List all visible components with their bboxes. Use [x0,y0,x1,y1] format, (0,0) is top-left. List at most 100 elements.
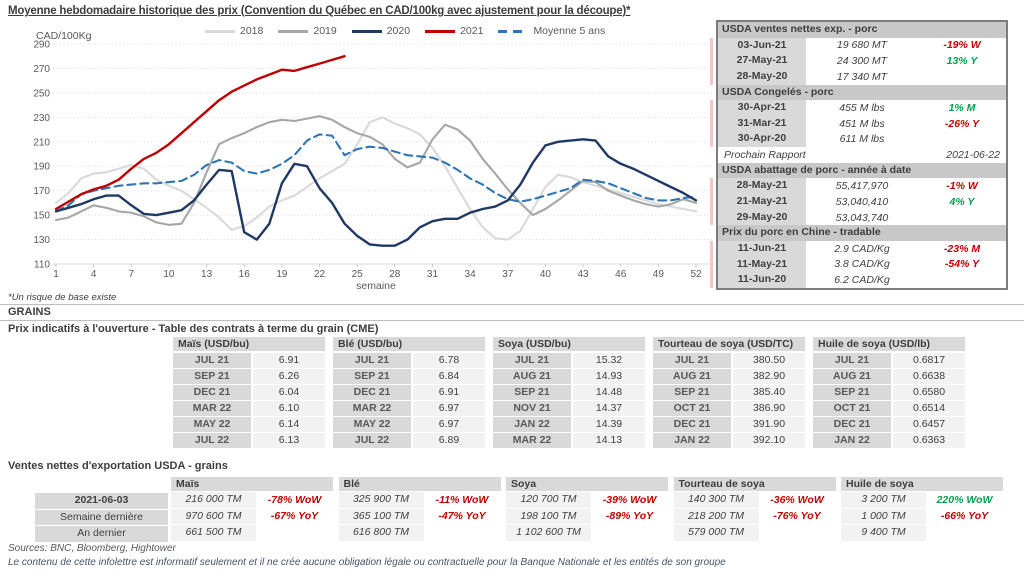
row-date: 28-May-20 [718,68,806,85]
futures-group-header: Huile de soya (USD/lb) [813,337,965,351]
series-line-2021 [54,55,346,211]
futures-row: JUL 21 6.78 [333,353,485,368]
contract-month: JUL 21 [813,353,891,368]
contract-price: 6.13 [253,433,325,448]
export-value: 365 100 TM [338,508,424,524]
row-date: 30-Apr-21 [718,100,806,116]
row-value: 2.9 CAD/Kg [834,242,890,255]
x-tick-label: 28 [389,269,401,280]
row-value: 53,040,410 [835,195,889,208]
x-tick-label: 52 [690,269,702,280]
export-value: 1 102 600 TM [506,525,591,541]
export-value: 140 300 TM [673,492,759,508]
row-change: -19% W [943,39,981,52]
contract-price: 6.89 [413,433,485,448]
contract-month: MAY 22 [173,417,251,432]
export-group: Blé 325 900 TM -11% WoW 365 100 TM -47% YoY 6… [338,477,501,543]
contract-month: MAR 22 [333,401,411,416]
x-tick-label: 40 [540,269,552,280]
contract-price: 15.32 [573,353,645,368]
contract-month: AUG 21 [493,369,571,384]
futures-row: JAN 22 14.39 [493,417,645,432]
contract-price: 0.6457 [893,417,965,432]
export-data-row: 216 000 TM -78% WoW [171,492,333,508]
x-axis-label: semaine [356,280,396,292]
futures-row: OCT 21 386.90 [653,401,805,416]
contract-price: 6.97 [413,401,485,416]
futures-row: OCT 21 0.6514 [813,401,965,416]
x-tick-label: 19 [276,269,288,280]
contract-month: SEP 21 [333,369,411,384]
contract-month: AUG 21 [813,369,891,384]
row-change: -54% Y [944,258,980,271]
row-value: 24 300 MT [836,55,888,68]
contract-price: 6.10 [253,401,325,416]
y-tick-label: 270 [33,64,50,75]
y-tick-label: 210 [33,137,50,148]
panel-data-row: 30-Apr-20 611 M lbs [710,131,1006,148]
futures-group: Soya (USD/bu) JUL 21 15.32 AUG 21 14.93 SEP 2… [493,337,645,449]
row-value: 6.2 CAD/Kg [834,274,890,287]
futures-row: DEC 21 6.91 [333,385,485,400]
contract-price: 0.6638 [893,369,965,384]
row-value: 19 680 MT [836,39,888,52]
contract-month: MAR 22 [493,433,571,448]
futures-row: MAY 22 6.14 [173,417,325,432]
export-data-row: 661 500 TM [171,525,333,541]
futures-row: DEC 21 6.04 [173,385,325,400]
usda-pork-panel: USDA ventes nettes exp. - porc 03-Jun-21 1… [710,20,1008,290]
contract-month: JAN 22 [653,433,731,448]
export-value: 661 500 TM [171,525,256,541]
y-tick-label: 110 [34,260,50,271]
futures-row: AUG 21 0.6638 [813,369,965,384]
horizontal-rule [0,320,1024,321]
contract-price: 392.10 [733,433,805,448]
sources-line: Sources: BNC, Bloomberg, Hightower [8,543,176,554]
chart-legend: 2018 2019 2020 2021 Moyenne 5 ans [205,25,605,37]
grains-section-heading: GRAINS [8,306,51,318]
contract-price: 0.6817 [893,353,965,368]
x-tick-label: 22 [314,269,326,280]
futures-row: JUL 21 380.50 [653,353,805,368]
contract-price: 6.04 [253,385,325,400]
contract-price: 6.14 [253,417,325,432]
futures-row: MAR 22 14.13 [493,433,645,448]
futures-group-header: Tourteau de soya (USD/TC) [653,337,805,351]
panel-data-row: 27-May-21 24 300 MT 13% Y [710,53,1006,69]
futures-row: MAR 22 6.10 [173,401,325,416]
contract-price: 14.93 [573,369,645,384]
contract-month: JAN 22 [493,417,571,432]
row-date: 30-Apr-20 [718,131,806,148]
legend-label: Moyenne 5 ans [533,25,606,37]
futures-row: AUG 21 382.90 [653,369,805,384]
export-change: -39% WoW [602,493,657,506]
futures-row: MAR 22 6.97 [333,401,485,416]
contract-month: JUL 21 [173,353,251,368]
y-tick-label: 150 [33,211,50,222]
contract-price: 391.90 [733,417,805,432]
export-change: 220% WoW [936,493,993,506]
export-group: Huile de soya 3 200 TM 220% WoW 1 000 TM -66… [841,477,1003,543]
export-change: -76% YoY [773,510,821,523]
export-sales-table: 2021-06-03 Semaine dernière An dernier Maïs… [35,477,1009,543]
contract-month: MAY 22 [333,417,411,432]
legend-item: 2021 [425,25,483,37]
row-date: 11-Jun-20 [718,272,806,288]
row-date: 29-May-20 [718,209,806,226]
futures-group-header: Maïs (USD/bu) [173,337,325,351]
panel-data-row: 31-Mar-21 451 M lbs -26% Y [710,115,1006,132]
x-tick-label: 31 [427,269,439,280]
next-report-date: 2021-06-22 [946,148,1000,161]
legend-line-swatch [498,29,529,33]
row-change: -26% Y [944,117,980,130]
contract-month: JUL 21 [333,353,411,368]
export-data-row: 1 000 TM -66% YoY [841,508,1003,524]
futures-row: DEC 21 391.90 [653,417,805,432]
y-tick-label: 250 [33,88,50,99]
legend-line-swatch [205,29,235,33]
futures-row: SEP 21 6.84 [333,369,485,384]
row-change: -23% M [943,242,981,255]
export-group: Soya 120 700 TM -39% WoW 198 100 TM -89% YoY… [506,477,668,543]
export-data-row: 365 100 TM -47% YoY [338,508,501,524]
row-date: 03-Jun-21 [718,37,806,54]
